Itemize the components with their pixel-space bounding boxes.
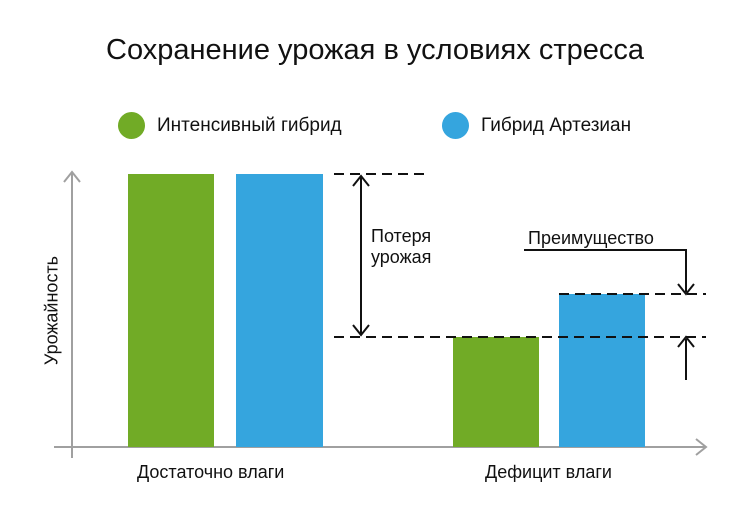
legend-label: Интенсивный гибрид — [157, 114, 342, 136]
legend-green-dot-icon — [118, 112, 145, 139]
bar-artesian-deficit — [559, 294, 645, 447]
bar-artesian-sufficient — [236, 174, 323, 447]
bar-intensive-sufficient — [128, 174, 214, 447]
legend-label: Гибрид Артезиан — [481, 114, 632, 136]
advantage-annotation: Преимущество — [528, 228, 654, 248]
bar-intensive-deficit — [453, 337, 539, 447]
legend-blue-dot-icon — [442, 112, 469, 139]
legend-item-intensive: Интенсивный гибрид — [118, 112, 342, 139]
legend-item-artesian: Гибрид Артезиан — [442, 112, 631, 139]
advantage-arrow-icon — [524, 249, 695, 380]
chart-title: Сохранение урожая в условиях стресса — [106, 34, 644, 66]
y-axis-label: Урожайность — [41, 255, 62, 366]
loss-annotation: Потеря урожая — [371, 226, 432, 267]
category-label-deficit: Дефицит влаги — [485, 462, 612, 482]
category-label-sufficient: Достаточно влаги — [137, 462, 285, 482]
loss-arrow-icon — [352, 174, 370, 337]
